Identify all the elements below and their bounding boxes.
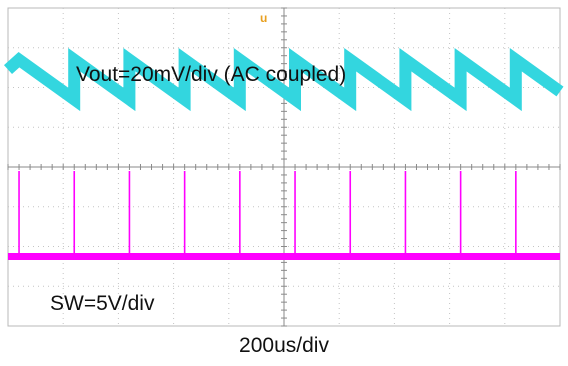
vout-trace bbox=[3, 47, 564, 112]
sw-trace bbox=[8, 170, 560, 260]
vout-waveform bbox=[3, 47, 564, 112]
trigger-marker: u bbox=[260, 11, 267, 25]
sw-channel-label: SW=5V/div bbox=[50, 292, 155, 315]
timebase-label: 200us/div bbox=[239, 334, 329, 357]
vout-channel-label: Vout=20mV/div (AC coupled) bbox=[76, 63, 346, 86]
